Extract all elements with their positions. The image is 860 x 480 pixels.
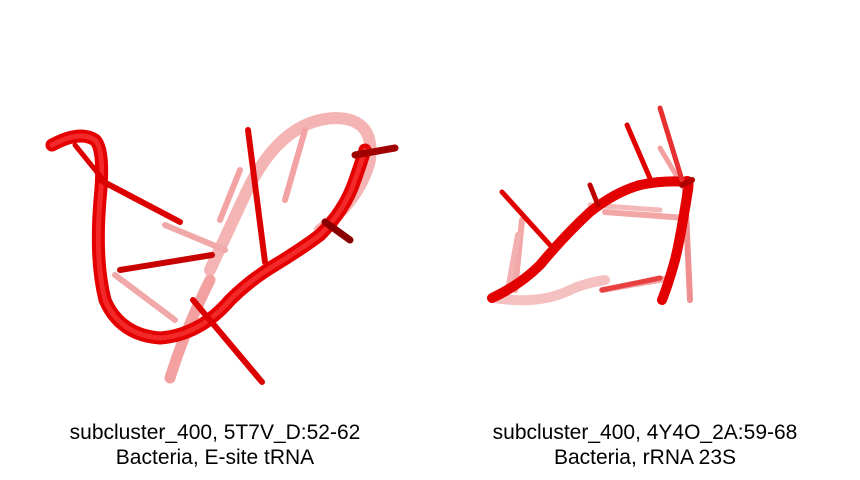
foreground-bases	[72, 127, 399, 385]
foreground-backbone	[487, 176, 694, 305]
panel-right: subcluster_400, 4Y4O_2A:59-68 Bacteria, …	[430, 0, 860, 480]
caption-right: subcluster_400, 4Y4O_2A:59-68 Bacteria, …	[430, 420, 860, 470]
panel-left: subcluster_400, 5T7V_D:52-62 Bacteria, E…	[0, 111, 430, 470]
caption-subtitle: Bacteria, E-site tRNA	[115, 446, 315, 469]
foreground-bases	[499, 105, 695, 293]
caption-title: subcluster_400, 4Y4O_2A:59-68	[492, 421, 798, 444]
foreground-backbone	[45, 129, 372, 345]
rna-structure-4y4o	[487, 105, 695, 306]
caption-title: subcluster_400, 5T7V_D:52-62	[69, 421, 361, 444]
caption-subtitle: Bacteria, rRNA 23S	[553, 446, 737, 469]
rna-structure-5t7v	[45, 111, 399, 385]
background-backbone	[490, 145, 693, 306]
caption-left: subcluster_400, 5T7V_D:52-62 Bacteria, E…	[0, 420, 430, 470]
